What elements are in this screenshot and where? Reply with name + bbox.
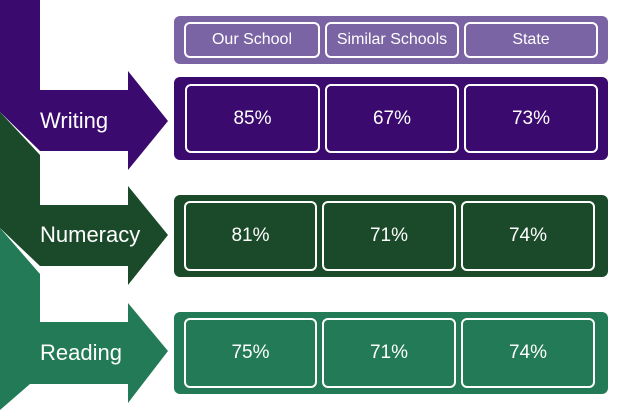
column-header-similar-schools: Similar Schools <box>325 22 459 58</box>
reading-arrow <box>0 228 168 410</box>
writing-panel: 85% 67% 73% <box>174 77 608 160</box>
row-label-writing: Writing <box>40 108 109 133</box>
column-header-our-school: Our School <box>184 22 320 58</box>
header-panel: Our School Similar Schools State <box>174 16 608 64</box>
writing-our-school-value: 85% <box>185 84 320 153</box>
numeracy-similar-schools-value: 71% <box>322 201 456 271</box>
numeracy-panel: 81% 71% 74% <box>174 195 608 277</box>
row-label-numeracy: Numeracy <box>40 222 141 247</box>
column-header-state: State <box>464 22 598 58</box>
reading-our-school-value: 75% <box>184 318 317 388</box>
numeracy-arrow <box>0 112 168 285</box>
numeracy-state-value: 74% <box>461 201 595 271</box>
writing-state-value: 73% <box>464 84 598 153</box>
reading-similar-schools-value: 71% <box>322 318 456 388</box>
row-label-reading: Reading <box>40 340 122 365</box>
writing-arrow <box>0 0 168 170</box>
reading-panel: 75% 71% 74% <box>174 312 608 394</box>
numeracy-our-school-value: 81% <box>184 201 317 271</box>
writing-similar-schools-value: 67% <box>325 84 459 153</box>
reading-state-value: 74% <box>461 318 595 388</box>
